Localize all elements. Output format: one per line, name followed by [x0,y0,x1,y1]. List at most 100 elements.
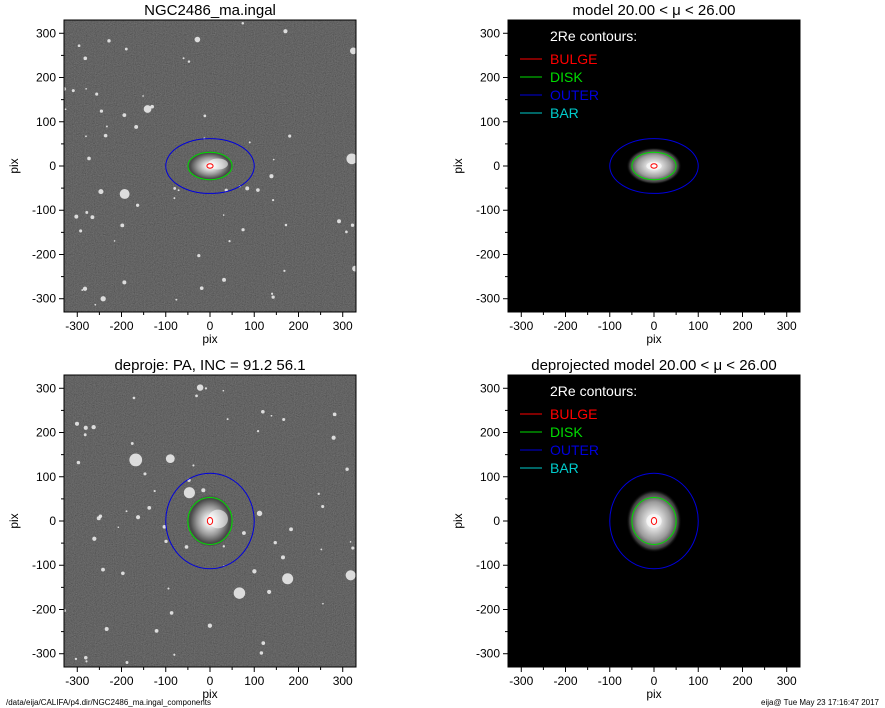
y-tick-label: -100 [476,203,500,217]
star [169,611,174,615]
star [261,409,265,414]
legend-label: BAR [550,105,579,121]
star [82,286,88,291]
y-tick-label: -100 [32,558,56,572]
y-tick-label: 100 [36,470,56,484]
star [345,570,356,581]
x-tick-label: -100 [154,319,178,333]
star [271,295,275,299]
x-tick-label: 100 [244,674,264,688]
legend-label: BULGE [550,51,597,67]
x-tick-label: 300 [333,674,353,688]
disk-contour [631,151,677,181]
x-tick-label: 0 [651,319,658,333]
star [288,134,292,138]
star [183,487,195,499]
image-area [64,20,356,312]
star [252,569,257,574]
x-tick-label: -300 [65,319,89,333]
star [64,108,67,111]
y-tick-label: 300 [480,381,500,395]
star [337,219,342,224]
y-tick-label: 0 [49,159,56,173]
legend-label: BAR [550,460,579,476]
x-tick-label: -200 [553,319,577,333]
legend: 2Re contours: BULGE DISK OUTER BAR [520,383,637,476]
x-axis-label: pix [202,332,217,346]
galaxy-core [208,509,228,529]
star [129,453,143,467]
legend-label: DISK [550,69,583,85]
star [261,641,266,645]
star [352,265,356,272]
outer-contour [609,472,699,570]
star [321,504,325,509]
star [165,454,175,464]
star [177,189,180,192]
star [187,60,191,63]
x-axis-label: pix [202,687,217,701]
star [124,47,128,51]
star [207,623,213,628]
star [85,135,87,138]
star [173,653,176,656]
star [84,656,88,660]
star [143,105,152,113]
star [85,87,87,90]
x-axis-label: pix [646,332,661,346]
x-tick-label: 200 [732,674,752,688]
x-tick-label: -100 [154,674,178,688]
disk-contour [187,151,233,181]
legend-heading: 2Re contours: [550,383,637,399]
star [173,187,177,190]
plot-area: -300 -300 -200 -200 -100 -100 0 0 100 100 200 200 30… [451,19,801,346]
star [284,223,288,227]
star [204,387,208,390]
star [150,104,155,109]
star [117,526,120,529]
x-tick-label: -300 [509,319,533,333]
star [196,384,204,391]
star [222,214,225,216]
panel-deprojected: -300 -300 -200 -200 -100 -100 0 0 100 100 200 200 30… [7,357,357,701]
star [134,125,139,129]
star [320,548,323,551]
plot-area: -300 -300 -200 -200 -100 -100 0 0 100 100 200 200 30… [451,374,801,701]
star [192,464,195,467]
x-tick-label: 0 [207,319,214,333]
star [331,435,336,440]
y-tick-label: 200 [480,426,500,440]
x-tick-label: 0 [207,674,214,688]
plot-area: -300 -300 -200 -200 -100 -100 0 0 100 100 200 200 30… [7,19,357,346]
x-tick-label: 0 [651,674,658,688]
panel-title: deproje: PA, INC = 91.2 56.1 [114,357,305,374]
star [173,197,176,200]
star [345,230,348,234]
star [74,657,78,661]
star [107,39,111,43]
panel-observed: -300 -300 -200 -200 -100 -100 0 0 100 100 200 200 30… [7,2,357,346]
star [233,587,246,599]
star [248,141,251,144]
x-tick-label: 300 [333,319,353,333]
disk-contour [187,497,233,545]
x-tick-label: -200 [553,674,577,688]
star [83,425,88,430]
y-tick-label: 0 [493,159,500,173]
star [101,567,105,572]
y-axis-label: pix [451,513,465,528]
y-tick-label: -100 [32,203,56,217]
star [283,269,286,272]
panel-title: model 20.00 < μ < 26.00 [573,2,736,19]
y-tick-label: 0 [49,514,56,528]
star [332,412,337,417]
star [95,92,99,96]
outer-contour [165,138,255,194]
star [259,651,264,655]
y-tick-label: 300 [480,26,500,40]
x-tick-label: 100 [244,319,264,333]
star [256,188,260,192]
star [74,214,79,219]
model-core [646,161,662,171]
